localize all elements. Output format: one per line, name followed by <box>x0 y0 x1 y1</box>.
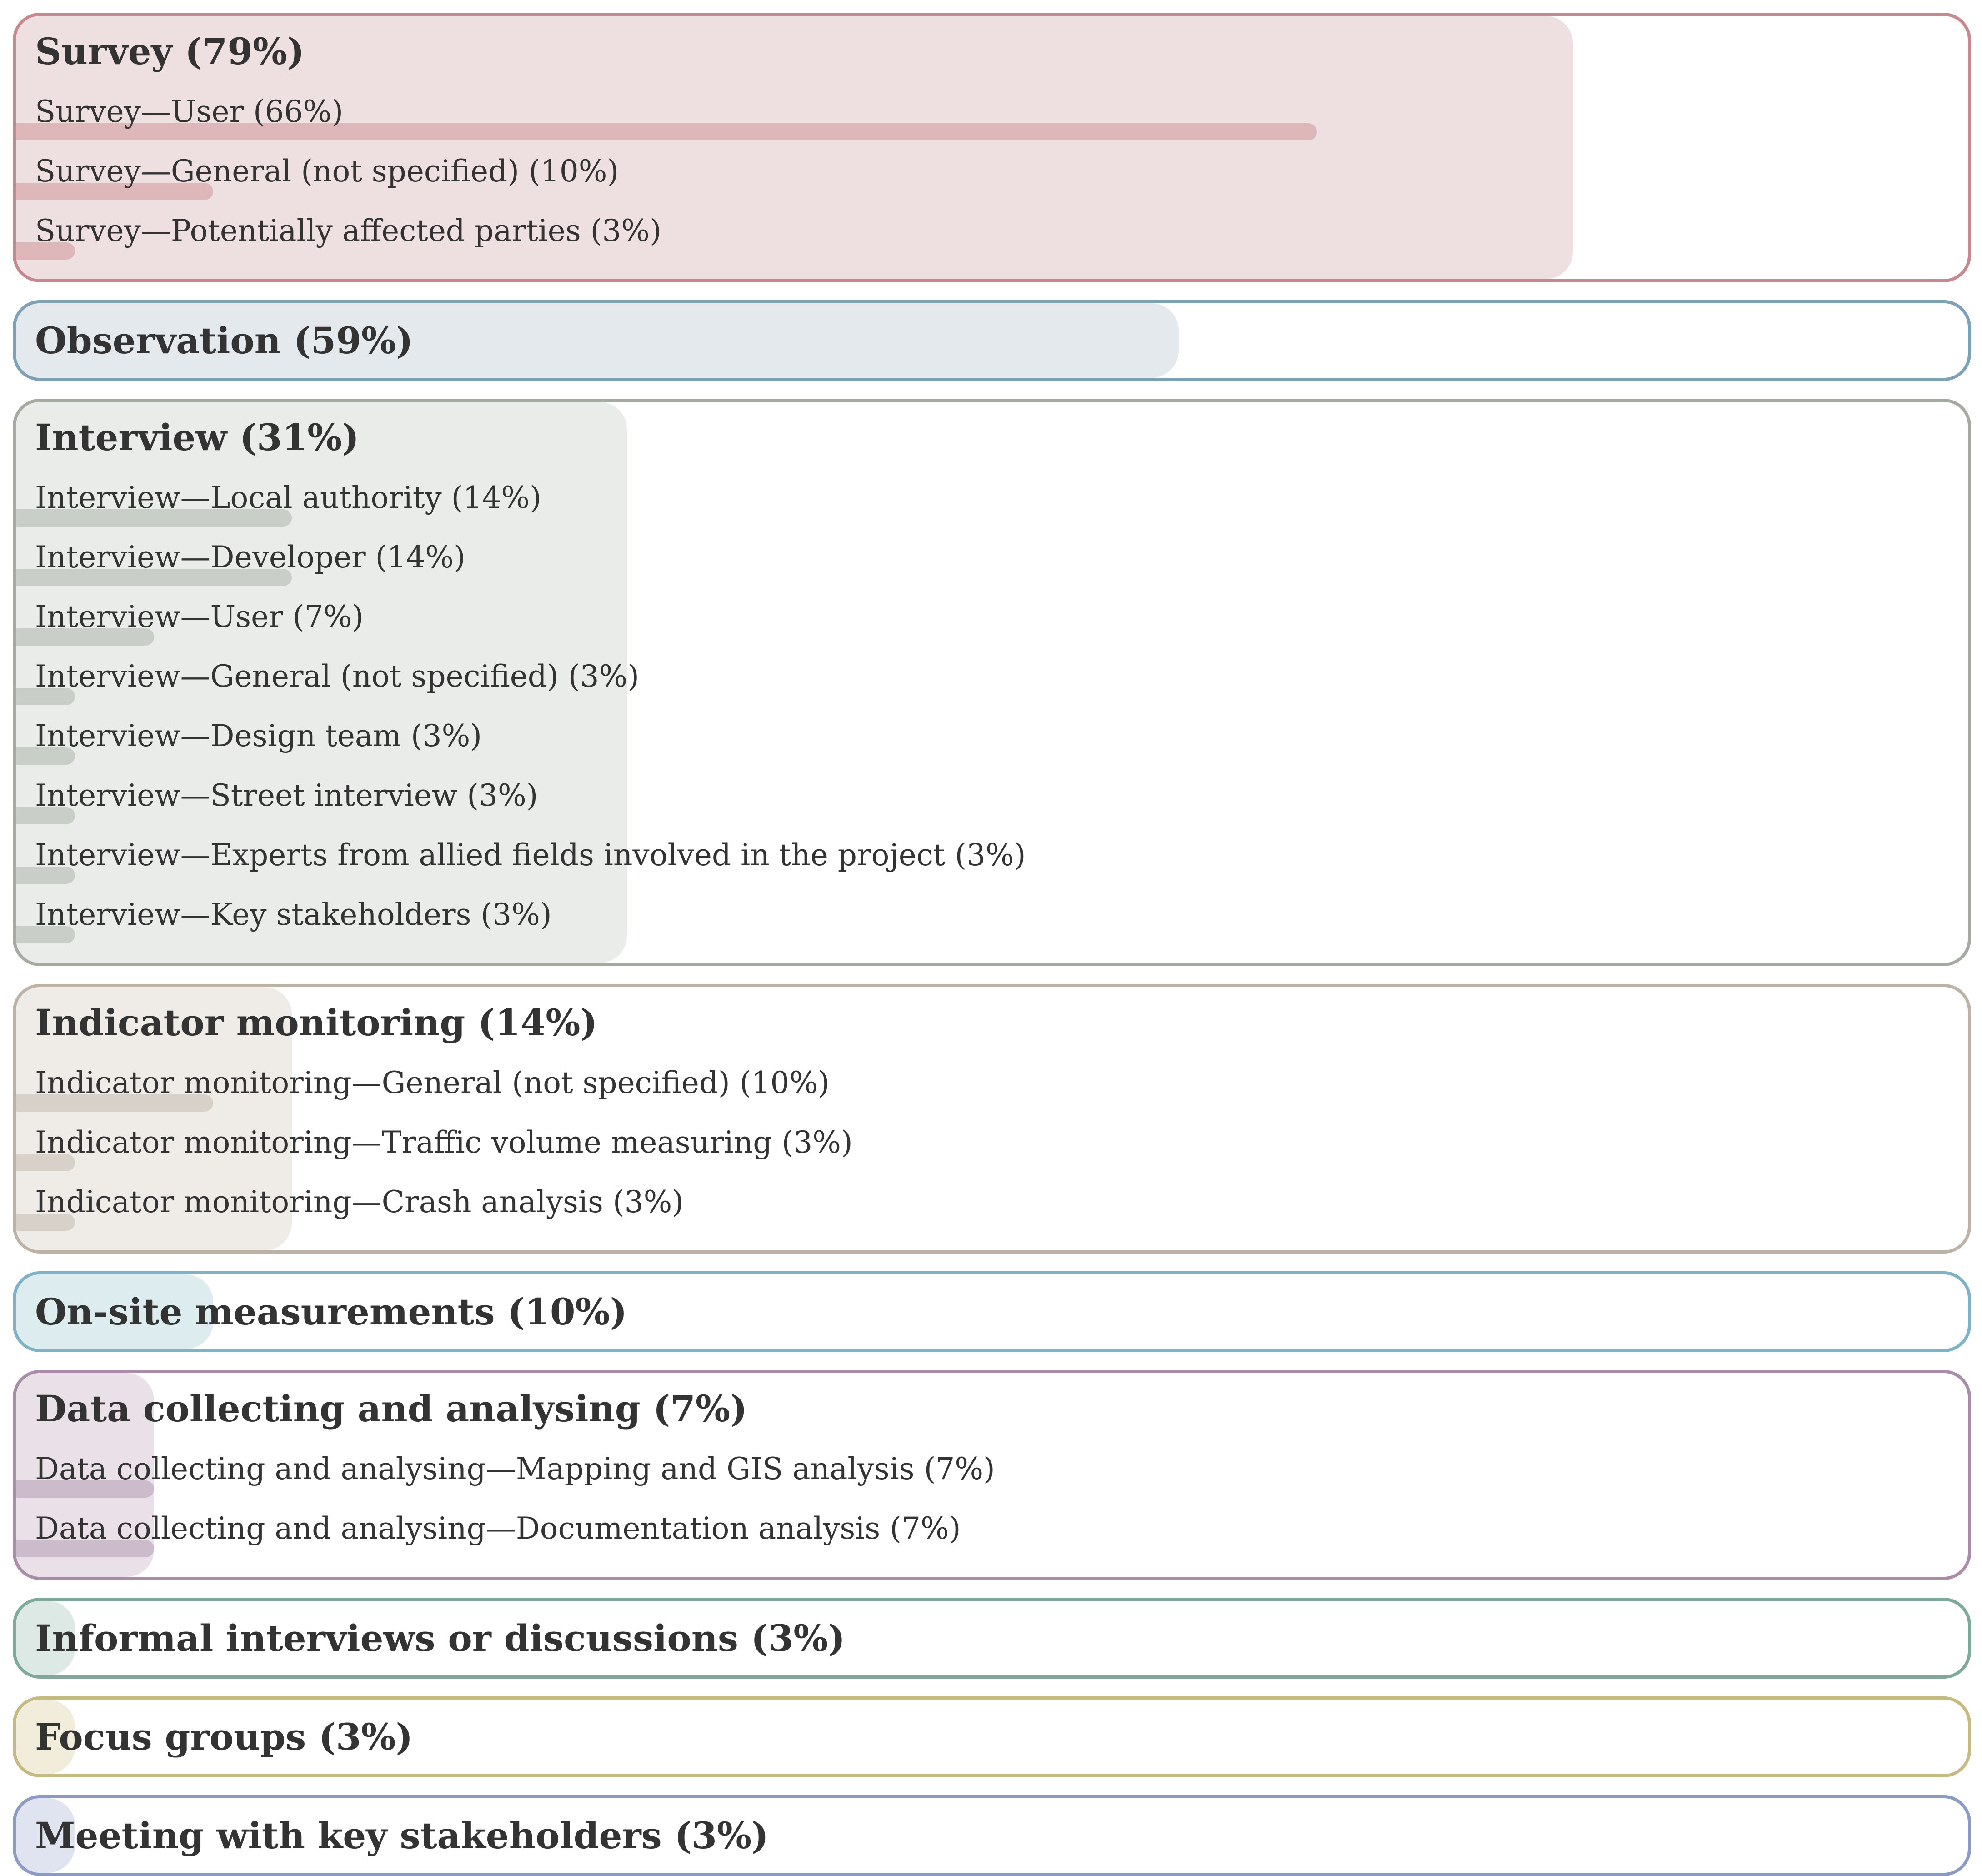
sub-item-label: Indicator monitoring—Crash analysis (3%) <box>35 1184 684 1219</box>
sub-item: Interview—Local authority (14%) <box>16 470 1968 530</box>
group-label: On-site measurements (10%) <box>35 1290 627 1333</box>
group-3: Indicator monitoring (14%) Indicator moni… <box>13 984 1971 1254</box>
group-label: Interview (31%) <box>35 416 360 459</box>
group-bar <box>16 1700 75 1774</box>
sub-item-label: Interview—Key stakeholders (3%) <box>35 897 552 932</box>
sub-item-bar <box>16 1480 154 1498</box>
sub-item-label: Interview—Local authority (14%) <box>35 480 541 515</box>
sub-item-label: Indicator monitoring—General (not specif… <box>35 1065 830 1100</box>
group-0: Survey (79%) Survey—User (66%) Survey—Gene… <box>13 13 1971 282</box>
sub-item: Interview—Design team (3%) <box>16 708 1968 768</box>
group-8: Meeting with key stakeholders (3%) <box>13 1795 1971 1876</box>
sub-item: Interview—Key stakeholders (3%) <box>16 887 1968 947</box>
sub-item-label: Interview—General (not specified) (3%) <box>35 659 639 694</box>
sub-item: Indicator monitoring—General (not specif… <box>16 1055 1968 1115</box>
group-7: Focus groups (3%) <box>13 1696 1971 1777</box>
group-bar <box>16 1601 75 1675</box>
sub-item-label: Survey—General (not specified) (10%) <box>35 154 619 189</box>
sub-item-bar <box>16 509 292 527</box>
sub-item: Interview—Developer (14%) <box>16 530 1968 589</box>
sub-item-bar <box>16 688 75 705</box>
sub-item: Interview—Experts from allied fields inv… <box>16 828 1968 887</box>
sub-item-label: Data collecting and analysing—Mapping an… <box>35 1451 995 1486</box>
sub-item-label: Survey—User (66%) <box>35 94 344 129</box>
group-6: Informal interviews or discussions (3%) <box>13 1598 1971 1679</box>
sub-item: Interview—User (7%) <box>16 589 1968 649</box>
sub-item: Interview—Street interview (3%) <box>16 768 1968 828</box>
sub-item-bar <box>16 807 75 824</box>
group-bar <box>16 303 1179 378</box>
sub-item-label: Interview—User (7%) <box>35 599 364 634</box>
sub-item: Interview—General (not specified) (3%) <box>16 649 1968 708</box>
sub-item-bar <box>16 926 75 943</box>
group-2: Interview (31%) Interview—Local authority… <box>13 399 1971 966</box>
sub-item-bar <box>16 628 154 646</box>
sub-item: Data collecting and analysing—Mapping an… <box>16 1441 1968 1501</box>
sub-item-label: Survey—Potentially affected parties (3%) <box>35 213 661 248</box>
sub-item-label: Interview—Experts from allied fields inv… <box>35 838 1026 873</box>
group-bar <box>16 1274 213 1349</box>
sub-item-label: Interview—Design team (3%) <box>35 718 482 753</box>
sub-item: Data collecting and analysing—Documentat… <box>16 1501 1968 1560</box>
sub-item-bar <box>16 747 75 765</box>
group-5: Data collecting and analysing (7%) Data c… <box>13 1370 1971 1580</box>
sub-item-bar <box>16 569 292 586</box>
group-label: Informal interviews or discussions (3%) <box>35 1617 846 1660</box>
sub-item-bar <box>16 1214 75 1231</box>
sub-item-bar <box>16 183 213 200</box>
group-label: Meeting with key stakeholders (3%) <box>35 1814 769 1857</box>
sub-item-label: Data collecting and analysing—Documentat… <box>35 1511 961 1546</box>
sub-item-bar <box>16 1540 154 1557</box>
sub-item: Indicator monitoring—Crash analysis (3%) <box>16 1174 1968 1234</box>
sub-item: Survey—Potentially affected parties (3%) <box>16 203 1968 263</box>
group-bar <box>16 987 292 1250</box>
group-bar <box>16 1373 154 1577</box>
group-bar <box>16 16 1573 279</box>
group-1: Observation (59%) <box>13 300 1971 381</box>
group-label: Focus groups (3%) <box>35 1715 413 1758</box>
group-label: Data collecting and analysing (7%) <box>35 1387 747 1430</box>
sub-item-bar <box>16 867 75 884</box>
sub-item-label: Interview—Street interview (3%) <box>35 778 538 813</box>
group-label: Observation (59%) <box>35 319 413 362</box>
sub-item: Survey—User (66%) <box>16 84 1968 144</box>
group-4: On-site measurements (10%) <box>13 1271 1971 1352</box>
sub-item-bar <box>16 123 1317 140</box>
sub-item-bar <box>16 1094 213 1112</box>
sub-item: Indicator monitoring—Traffic volume meas… <box>16 1115 1968 1174</box>
sub-item-label: Indicator monitoring—Traffic volume meas… <box>35 1125 853 1160</box>
group-bar <box>16 402 627 963</box>
sub-item-label: Interview—Developer (14%) <box>35 540 465 575</box>
sub-item-bar <box>16 1154 75 1171</box>
sub-item-bar <box>16 242 75 260</box>
group-label: Indicator monitoring (14%) <box>35 1001 598 1044</box>
group-label: Survey (79%) <box>35 30 305 73</box>
sub-item: Survey—General (not specified) (10%) <box>16 144 1968 203</box>
